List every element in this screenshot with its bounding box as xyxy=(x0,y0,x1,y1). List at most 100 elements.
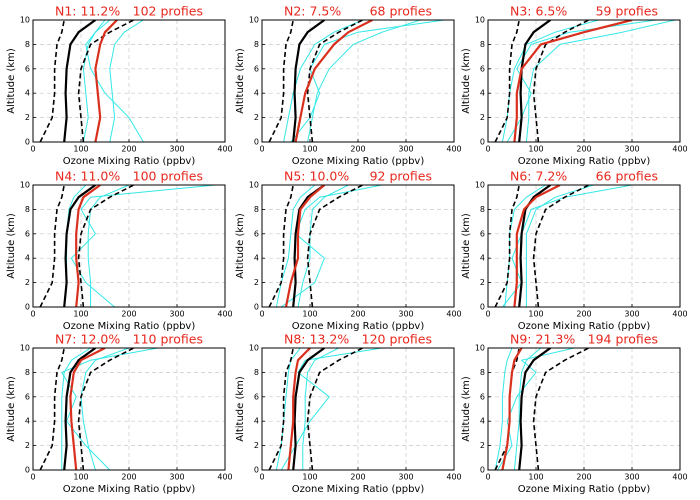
x-tick-label: 100 xyxy=(528,310,543,319)
profile-line xyxy=(494,20,520,142)
profile-line xyxy=(513,348,542,470)
profile-line xyxy=(292,185,326,307)
y-tick-label: 2 xyxy=(25,441,30,450)
x-tick-label: 300 xyxy=(624,473,639,482)
profile-line xyxy=(287,348,311,470)
profile-line xyxy=(77,20,135,142)
x-tick-label: 200 xyxy=(350,473,365,482)
panel-title: N9: 21.3% xyxy=(510,332,575,347)
profile-line xyxy=(497,348,575,470)
profile-line xyxy=(268,20,294,142)
profile-line xyxy=(532,348,590,470)
panel-title: N8: 13.2% xyxy=(284,332,349,347)
profile-line xyxy=(518,348,552,470)
x-tick-label: 200 xyxy=(576,145,591,154)
x-tick-label: 300 xyxy=(169,145,184,154)
profile-line xyxy=(284,185,326,307)
profile-line xyxy=(306,185,364,307)
y-axis-label: Altitude (km) xyxy=(235,48,246,114)
profile-line xyxy=(306,20,364,142)
x-tick-label: 400 xyxy=(446,145,461,154)
x-tick-label: 0 xyxy=(30,310,35,319)
panel-subtitle: 100 profies xyxy=(133,169,203,184)
y-tick-label: 0 xyxy=(25,303,30,312)
y-tick-label: 8 xyxy=(480,368,485,377)
x-axis-label: Ozone Mixing Ratio (ppbv) xyxy=(63,321,196,332)
panel-subtitle: 66 profies xyxy=(596,169,658,184)
profile-line xyxy=(532,185,590,307)
profile-line xyxy=(39,185,65,307)
y-tick-label: 10 xyxy=(20,16,30,25)
x-tick-label: 400 xyxy=(672,145,687,154)
panel-subtitle: 102 profies xyxy=(133,4,203,19)
plot-frame xyxy=(487,19,681,143)
x-tick-label: 100 xyxy=(302,473,317,482)
profile-line xyxy=(94,20,118,142)
x-tick-label: 400 xyxy=(446,310,461,319)
profile-line xyxy=(80,348,130,470)
y-tick-label: 4 xyxy=(25,417,30,426)
x-tick-label: 200 xyxy=(350,310,365,319)
x-tick-label: 0 xyxy=(259,145,264,154)
panel-subtitle: 59 profies xyxy=(596,4,658,19)
panel-subtitle: 194 profies xyxy=(588,332,658,347)
y-tick-label: 2 xyxy=(480,113,485,122)
y-tick-label: 0 xyxy=(25,138,30,147)
x-tick-label: 0 xyxy=(259,310,264,319)
x-tick-label: 100 xyxy=(528,473,543,482)
x-tick-label: 300 xyxy=(169,473,184,482)
y-tick-label: 0 xyxy=(480,138,485,147)
x-tick-label: 400 xyxy=(446,473,461,482)
y-tick-label: 10 xyxy=(20,344,30,353)
y-tick-label: 2 xyxy=(480,278,485,287)
x-tick-label: 200 xyxy=(576,473,591,482)
panel: 0 100 200 300 400 0 2 4 6 8 10 N5: 10.0% 92 profies O… xyxy=(235,169,462,333)
profile-line xyxy=(63,348,97,470)
y-axis-label: Altitude (km) xyxy=(461,213,472,279)
panel: 0 100 200 300 400 0 2 4 6 8 10 N8: 13.2% 120 profies… xyxy=(235,332,462,496)
plot-frame xyxy=(32,184,226,308)
y-tick-label: 6 xyxy=(25,64,30,73)
profile-line xyxy=(77,348,135,470)
panel: 0 100 200 300 400 0 2 4 6 8 10 N1: 11.2% 102 profies… xyxy=(6,4,233,168)
x-axis-label: Ozone Mixing Ratio (ppbv) xyxy=(292,156,425,167)
x-tick-label: 0 xyxy=(485,145,490,154)
profile-line xyxy=(501,348,523,470)
y-axis-label: Altitude (km) xyxy=(6,213,17,279)
y-tick-label: 8 xyxy=(254,205,259,214)
y-tick-label: 10 xyxy=(249,181,259,190)
y-tick-label: 0 xyxy=(480,303,485,312)
x-axis-label: Ozone Mixing Ratio (ppbv) xyxy=(292,321,425,332)
x-tick-label: 200 xyxy=(121,145,136,154)
y-tick-label: 2 xyxy=(254,441,259,450)
panel-title: N7: 12.0% xyxy=(55,332,120,347)
y-tick-label: 6 xyxy=(25,229,30,238)
x-tick-label: 400 xyxy=(217,310,232,319)
profile-line xyxy=(268,348,294,470)
y-tick-label: 4 xyxy=(254,89,259,98)
plot-frame xyxy=(261,184,455,308)
profile-line xyxy=(532,20,590,142)
panel-title: N1: 11.2% xyxy=(55,4,120,19)
panel-subtitle: 92 profies xyxy=(370,169,432,184)
profile-line xyxy=(69,348,106,470)
x-tick-label: 0 xyxy=(259,473,264,482)
y-tick-label: 0 xyxy=(254,303,259,312)
profile-line xyxy=(87,185,130,307)
y-tick-label: 4 xyxy=(25,89,30,98)
panel-subtitle: 120 profies xyxy=(362,332,432,347)
x-tick-label: 300 xyxy=(398,310,413,319)
y-tick-label: 2 xyxy=(25,113,30,122)
profile-line xyxy=(75,185,101,307)
profile-line xyxy=(268,185,294,307)
panel: 0 100 200 300 400 0 2 4 6 8 10 N2: 7.5% 68 profies Oz… xyxy=(235,4,462,168)
y-tick-label: 0 xyxy=(254,466,259,475)
x-tick-label: 100 xyxy=(73,145,88,154)
panel-title: N4: 11.0% xyxy=(55,169,120,184)
y-tick-label: 2 xyxy=(25,278,30,287)
panel-title: N5: 10.0% xyxy=(284,169,349,184)
x-tick-label: 100 xyxy=(73,473,88,482)
panel-subtitle: 68 profies xyxy=(370,4,432,19)
profile-line xyxy=(294,20,373,142)
